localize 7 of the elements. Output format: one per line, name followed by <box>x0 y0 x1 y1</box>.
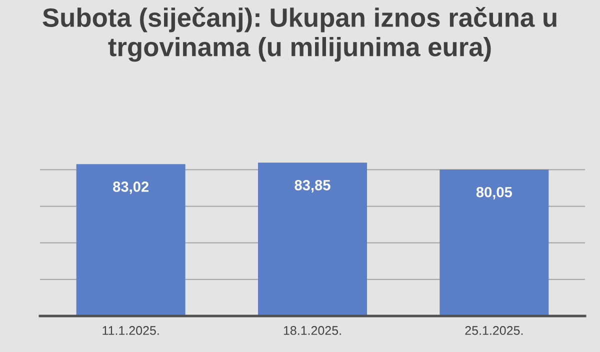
x-tick-label: 11.1.2025. <box>102 326 159 335</box>
x-tick-label: 18.1.2025. <box>284 326 341 335</box>
data-label: 83,02 <box>113 182 148 194</box>
x-tick-label: 25.1.2025. <box>465 326 523 335</box>
chart-title: Subota (siječanj): Ukupan iznos računa u trgovinama (u milijunima eura) <box>42 7 556 62</box>
data-label: 83,85 <box>294 180 330 192</box>
data-label: 80,05 <box>476 186 512 200</box>
